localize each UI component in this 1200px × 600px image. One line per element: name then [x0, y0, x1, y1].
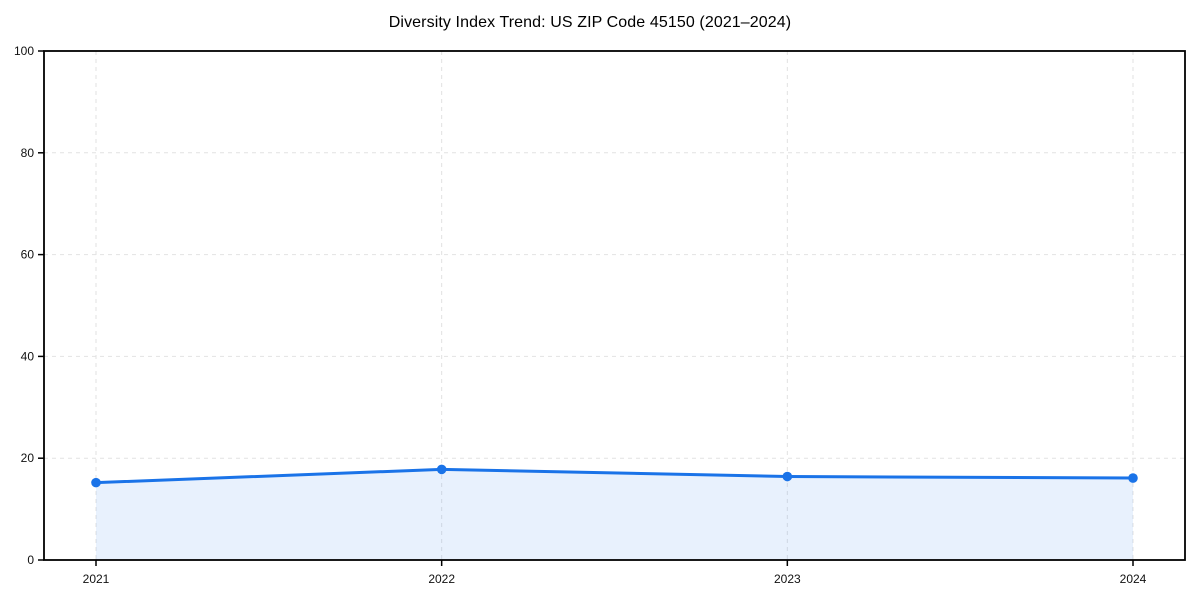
trend-line: [94, 467, 1135, 485]
y-tick-label: 40: [21, 349, 35, 363]
x-tick-label: 2023: [774, 572, 801, 586]
y-tick-label: 0: [27, 553, 34, 567]
data-point-marker: [782, 471, 793, 482]
y-tick-label: 60: [21, 248, 35, 262]
x-tick-label: 2021: [83, 572, 110, 586]
area-fill: [96, 469, 1133, 560]
data-point-marker: [1128, 473, 1138, 483]
y-tick-label: 80: [21, 146, 35, 160]
y-tick-label: 100: [14, 44, 34, 58]
y-tick-label: 20: [21, 451, 35, 465]
data-point-marker: [436, 464, 447, 475]
chart-title: Diversity Index Trend: US ZIP Code 45150…: [388, 14, 792, 31]
x-tick-label: 2024: [1120, 572, 1147, 586]
data-point-marker: [91, 477, 101, 488]
x-tick-label: 2022: [428, 572, 455, 586]
plot-border: [43, 50, 1186, 561]
